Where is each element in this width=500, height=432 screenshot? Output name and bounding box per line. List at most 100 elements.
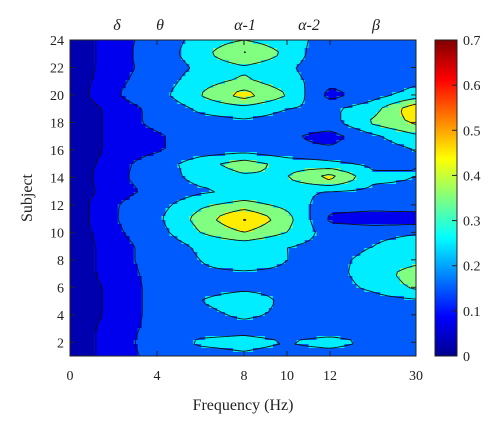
heatmap-cell [189,172,194,177]
heatmap-cell [268,60,274,65]
heatmap-cell [149,128,155,133]
heatmap-cell [97,104,103,109]
heatmap-cell [368,72,373,77]
heatmap-cell [356,40,361,45]
heatmap-cell [149,68,155,73]
heatmap-cell [260,164,266,169]
heatmap-cell [268,236,274,241]
heatmap-cell [185,220,190,225]
heatmap-cell [85,232,91,237]
heatmap-cell [300,212,306,217]
heatmap-cell [197,172,202,177]
heatmap-cell [189,128,194,133]
heatmap-cell [145,144,151,149]
heatmap-cell [380,164,385,169]
heatmap-cell [280,192,286,197]
heatmap-cell [380,192,385,197]
heatmap-cell [260,96,266,101]
heatmap-cell [125,132,131,137]
heatmap-cell [209,196,214,201]
heatmap-cell [225,40,230,45]
heatmap-cell [312,208,318,213]
heatmap-cell [256,204,262,209]
heatmap-cell [384,264,389,269]
heatmap-cell [332,64,338,69]
heatmap-cell [368,148,373,153]
heatmap-cell [288,120,294,125]
heatmap-cell [260,40,266,45]
heatmap-cell [85,252,91,257]
heatmap-cell [70,52,75,57]
heatmap-cell [324,144,330,149]
heatmap-cell [304,176,310,181]
heatmap-cell [372,124,377,129]
heatmap-cell [392,132,397,137]
heatmap-cell [241,116,246,121]
heatmap-cell [81,244,87,249]
heatmap-cell [85,124,91,129]
heatmap-cell [157,84,163,89]
heatmap-cell [284,44,290,49]
heatmap-cell [256,92,262,97]
heatmap-cell [352,248,357,253]
heatmap-cell [408,132,413,137]
heatmap-cell [408,92,413,97]
heatmap-cell [213,264,218,269]
heatmap-cell [169,80,175,85]
heatmap-cell [284,264,290,269]
heatmap-cell [304,68,310,73]
heatmap-cell [169,176,175,181]
heatmap-cell [400,224,405,229]
heatmap-cell [380,104,385,109]
heatmap-cell [328,120,334,125]
heatmap-cell [81,124,87,129]
heatmap-cell [77,204,83,209]
heatmap-cell [185,72,190,77]
heatmap-cell [376,120,381,125]
heatmap-cell [233,148,238,153]
heatmap-cell [89,96,95,101]
heatmap-cell [264,56,270,61]
heatmap-cell [77,88,83,93]
heatmap-cell [129,212,135,217]
heatmap-cell [173,60,178,65]
heatmap-cell [388,212,393,217]
heatmap-cell [153,88,159,93]
heatmap-cell [217,180,222,185]
heatmap-cell [360,244,365,249]
heatmap-cell [189,216,194,221]
heatmap-cell [388,196,393,201]
heatmap-cell [404,84,409,89]
heatmap-cell [372,232,377,237]
heatmap-cell [85,264,91,269]
heatmap-cell [412,44,416,49]
heatmap-cell [412,240,416,245]
heatmap-cell [328,92,334,97]
heatmap-cell [77,212,83,217]
heatmap-cell [89,68,95,73]
heatmap-cell [205,196,210,201]
heatmap-cell [205,132,210,137]
heatmap-cell [209,228,214,233]
heatmap-cell [272,104,278,109]
heatmap-cell [221,204,226,209]
heatmap-cell [181,152,186,157]
heatmap-cell [133,128,139,133]
heatmap-cell [241,252,246,257]
heatmap-cell [308,112,314,117]
heatmap-cell [320,216,326,221]
heatmap-cell [237,180,242,185]
heatmap-cell [137,68,143,73]
heatmap-cell [284,64,290,69]
heatmap-cell [129,44,135,49]
heatmap-cell [260,88,266,93]
heatmap-cell [137,64,143,69]
heatmap-cell [217,84,222,89]
heatmap-cell [85,56,91,61]
heatmap-cell [300,204,306,209]
heatmap-cell [141,124,147,129]
heatmap-cell [93,236,99,241]
heatmap-cell [320,176,326,181]
heatmap-cell [408,96,413,101]
heatmap-cell [380,100,385,105]
